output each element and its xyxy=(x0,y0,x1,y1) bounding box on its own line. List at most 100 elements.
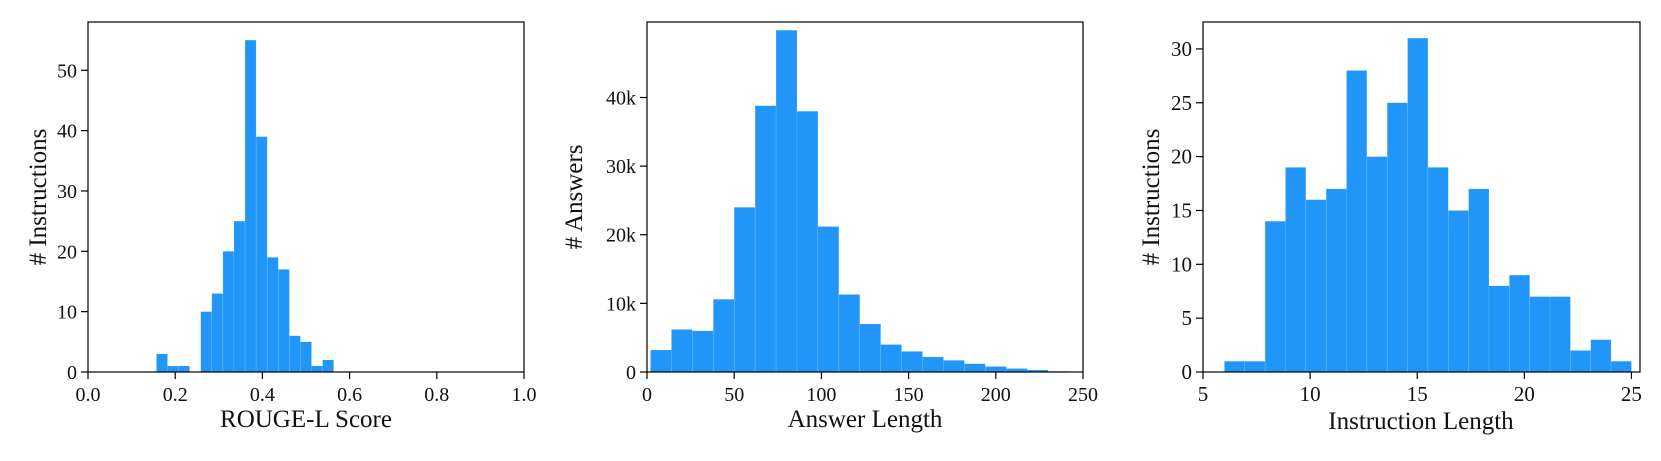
bar xyxy=(859,323,881,373)
y-axis-label-instruction-length: # Instructions xyxy=(1138,129,1165,266)
bar xyxy=(1509,274,1530,373)
y-tick-label: 20k xyxy=(606,225,636,247)
bar xyxy=(277,269,290,373)
y-ticks-rouge-l: 0 10 20 30 40 50 xyxy=(57,60,88,384)
bar xyxy=(222,251,235,373)
bar xyxy=(754,105,777,373)
x-tick-label: 1.0 xyxy=(512,384,537,406)
x-tick-label: 20 xyxy=(1514,382,1535,406)
bar xyxy=(796,110,819,373)
x-ticks-rouge-l: 0.0 0.2 0.4 0.6 0.8 1.0 xyxy=(76,372,537,406)
bar xyxy=(1488,285,1510,373)
bar xyxy=(1346,70,1368,373)
x-tick-label: 150 xyxy=(894,384,924,406)
x-tick-label: 15 xyxy=(1407,382,1428,406)
plot-frame-rouge-l xyxy=(87,21,525,373)
x-ticks-instruction-length: 5 10 15 20 25 xyxy=(1198,372,1642,406)
y-tick-label: 20 xyxy=(57,241,77,263)
bar xyxy=(817,226,840,373)
bar xyxy=(985,366,1007,373)
x-axis-label-answer-length: Answer Length xyxy=(788,406,943,433)
bar xyxy=(1407,37,1429,373)
bar xyxy=(943,360,965,373)
y-tick-label: 40 xyxy=(57,121,77,143)
x-axis-label-rouge-l: ROUGE-L Score xyxy=(220,406,392,433)
x-tick-label: 0.6 xyxy=(337,384,362,406)
panel-answer-length: 0 10k 20k 30k 40k 0 50 100 150 200 250 Answer Len… xyxy=(561,21,1098,433)
bar xyxy=(733,206,756,373)
bar xyxy=(1244,360,1266,373)
bar xyxy=(300,341,312,373)
bar xyxy=(1549,296,1571,373)
bar xyxy=(712,298,735,373)
y-ticks-instruction-length: 0 5 10 15 20 25 30 xyxy=(1171,37,1203,384)
bar xyxy=(671,329,693,373)
bar xyxy=(964,363,986,373)
bars-instruction-length xyxy=(1224,37,1632,373)
y-tick-label: 5 xyxy=(1182,306,1193,330)
x-tick-label: 25 xyxy=(1621,382,1642,406)
bar xyxy=(880,344,902,373)
bar xyxy=(1529,296,1551,373)
x-tick-label: 0.8 xyxy=(424,384,449,406)
bar xyxy=(233,220,246,373)
bar xyxy=(650,349,672,373)
y-tick-label: 30 xyxy=(1171,37,1192,61)
bar xyxy=(211,293,224,373)
panel-rouge-l: 0 10 20 30 40 50 0.0 0.2 0.4 0.6 0.8 1.0 ROUGE-L S… xyxy=(25,21,537,433)
bar xyxy=(1468,188,1490,373)
bar xyxy=(1305,199,1327,373)
bar xyxy=(289,335,301,373)
bar xyxy=(1570,350,1592,373)
bar xyxy=(775,29,798,373)
bar xyxy=(1447,210,1469,373)
y-tick-label: 25 xyxy=(1171,91,1192,115)
bar xyxy=(178,365,190,373)
y-tick-label: 30k xyxy=(606,156,636,178)
y-axis-label-answer-length: # Answers xyxy=(561,145,588,250)
bar xyxy=(838,294,861,373)
bars-rouge-l xyxy=(156,39,334,373)
x-tick-label: 250 xyxy=(1068,384,1098,406)
y-tick-label: 30 xyxy=(57,181,77,203)
y-tick-label: 10k xyxy=(606,293,636,315)
y-tick-label: 50 xyxy=(57,60,77,82)
plot-frame-instruction-length xyxy=(1202,21,1641,373)
bar xyxy=(1590,339,1612,373)
bar xyxy=(200,311,213,373)
bar xyxy=(1285,167,1307,373)
plot-frame-answer-length xyxy=(646,21,1084,373)
x-tick-label: 0 xyxy=(642,384,652,406)
bar xyxy=(1366,156,1388,373)
y-tick-label: 40k xyxy=(606,87,636,109)
x-tick-label: 10 xyxy=(1300,382,1321,406)
y-tick-label: 15 xyxy=(1171,198,1192,222)
x-tick-label: 50 xyxy=(724,384,744,406)
bar xyxy=(1264,220,1286,373)
bar xyxy=(322,359,334,373)
bars-answer-length xyxy=(650,29,1070,373)
x-axis-label-instruction-length: Instruction Length xyxy=(1328,408,1514,435)
y-axis-label-rouge-l: # Instructions xyxy=(25,129,52,266)
x-tick-label: 100 xyxy=(806,384,836,406)
bar xyxy=(1610,360,1632,373)
bar xyxy=(901,351,923,373)
bar xyxy=(1325,188,1347,373)
x-ticks-answer-length: 0 50 100 150 200 250 xyxy=(642,372,1098,406)
y-tick-label: 0 xyxy=(1182,360,1193,384)
x-tick-label: 0.2 xyxy=(163,384,188,406)
bar xyxy=(692,330,714,373)
x-tick-label: 200 xyxy=(981,384,1011,406)
x-tick-label: 0.4 xyxy=(250,384,275,406)
y-tick-label: 0 xyxy=(67,362,77,384)
bar xyxy=(1427,167,1449,373)
y-tick-label: 0 xyxy=(626,362,636,384)
x-tick-label: 5 xyxy=(1198,382,1209,406)
x-tick-label: 0.0 xyxy=(76,384,101,406)
y-ticks-answer-length: 0 10k 20k 30k 40k xyxy=(606,87,647,384)
bar xyxy=(1224,360,1246,373)
bar xyxy=(244,39,257,373)
y-tick-label: 10 xyxy=(57,302,77,324)
